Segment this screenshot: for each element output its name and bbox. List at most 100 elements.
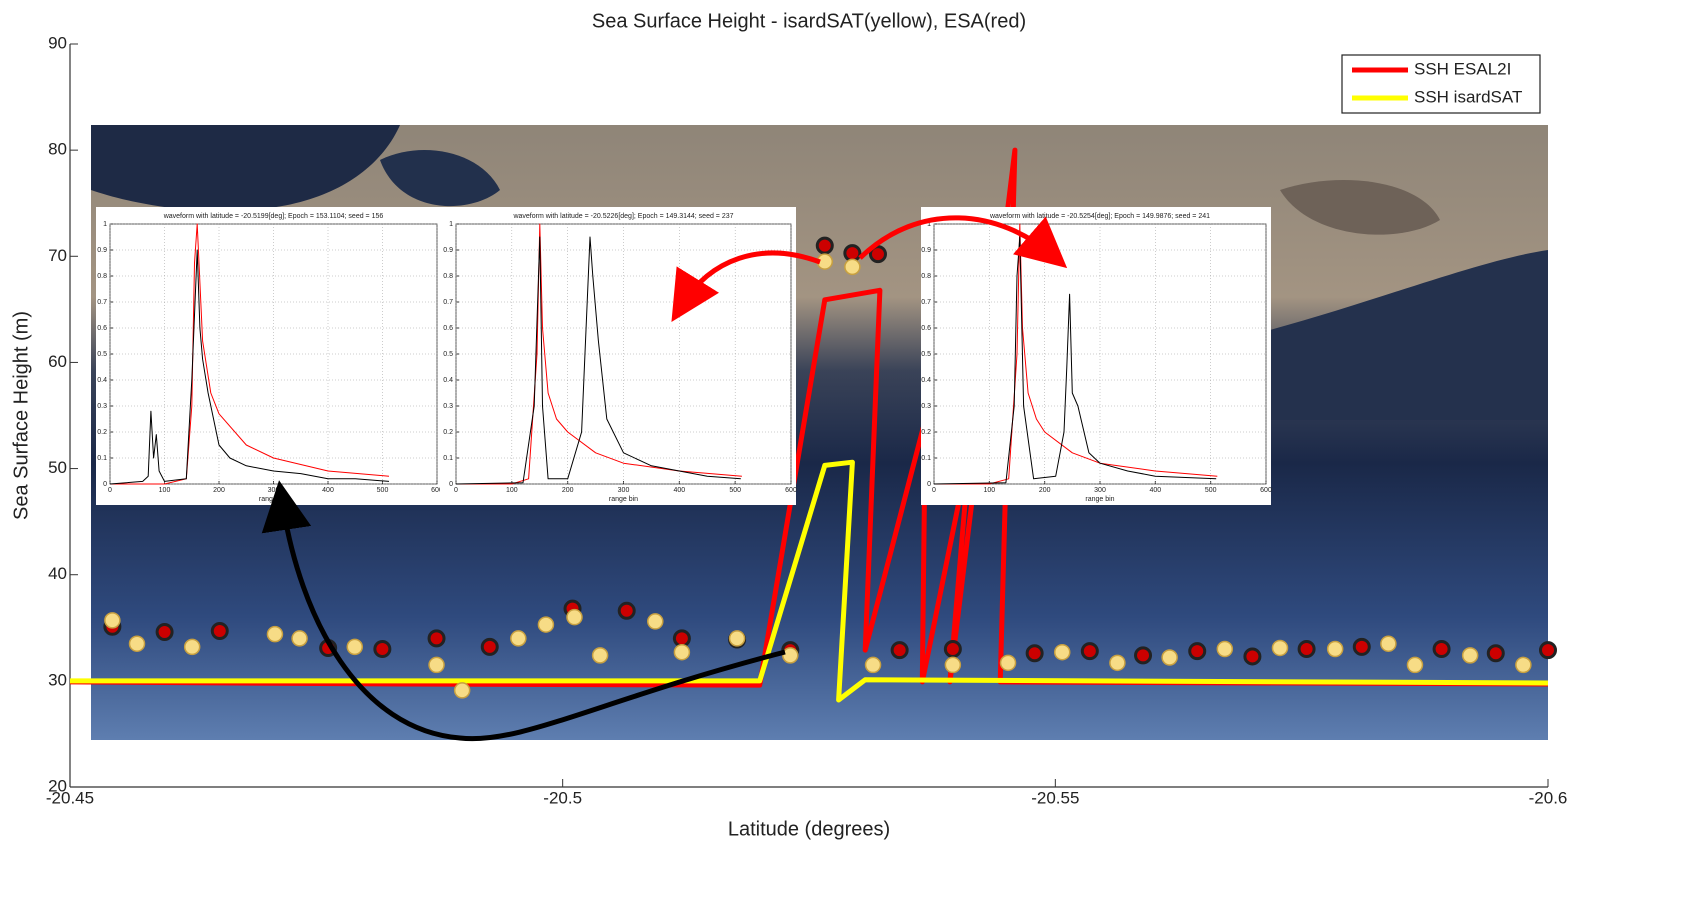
- point: [844, 258, 861, 276]
- chart-title: Sea Surface Height - isardSAT(yellow), E…: [592, 10, 1026, 32]
- red-arrow: [858, 215, 1068, 269]
- x-tick-label: -20.6: [1529, 788, 1568, 807]
- point: [944, 656, 962, 674]
- point: [843, 244, 862, 263]
- x-tick-label: 0: [454, 487, 458, 494]
- point: [104, 612, 121, 629]
- x-tick-label: 600: [431, 487, 443, 494]
- annotation-arrows: [261, 215, 1068, 742]
- chart-title: waveform with latitude = -20.5254[deg]; …: [989, 213, 1210, 220]
- point: [1053, 643, 1071, 661]
- point: [1352, 637, 1371, 656]
- y-tick-label: 0.9: [443, 247, 453, 254]
- point: [868, 245, 887, 264]
- point: [1271, 639, 1289, 657]
- y-tick-label: 70: [48, 246, 67, 265]
- point: [183, 638, 201, 656]
- inset-chart: 0 0.1 0.2 0.3 0.4 0.5 0.6 0.7 0.8 0.9 1 0 100 200 300 4…: [921, 207, 1272, 505]
- series-line: [109, 249, 390, 485]
- x-tick-label: 100: [983, 487, 995, 494]
- point: [1243, 647, 1262, 666]
- y-tick-label: 0: [103, 481, 107, 488]
- point: [1109, 654, 1126, 672]
- point: [373, 640, 392, 659]
- y-tick-label: 0.2: [443, 429, 453, 436]
- point: [943, 640, 962, 659]
- x-tick-label: 300: [618, 487, 630, 494]
- point: [673, 643, 691, 661]
- y-tick-label: 0.4: [97, 377, 107, 384]
- series-line: [456, 223, 742, 485]
- y-tick-label: 1: [927, 221, 931, 228]
- x-tick-label: -20.45: [46, 788, 94, 807]
- point: [1161, 649, 1178, 666]
- y-tick-label: 0.8: [97, 273, 107, 280]
- y-tick-label: 30: [48, 670, 67, 689]
- y-tick-label: 0.5: [97, 351, 107, 358]
- chart-title: waveform with latitude = -20.5199[deg]; …: [163, 213, 384, 220]
- y-tick-label: 0.7: [443, 299, 453, 306]
- legend-label: SSH ESAL2I: [1414, 59, 1511, 78]
- y-axis-label: Sea Surface Height (m): [10, 311, 32, 520]
- y-tick-label: 0.7: [921, 299, 931, 306]
- point: [1461, 647, 1479, 664]
- series-line: [933, 236, 1217, 485]
- x-tick-label: 0: [932, 487, 936, 494]
- y-tick-label: 1: [449, 221, 453, 228]
- y-tick-label: 0.1: [97, 455, 107, 462]
- x-tick-label: 600: [785, 487, 797, 494]
- x-axis-label: range bin: [609, 496, 638, 503]
- y-tick-label: 0.6: [97, 325, 107, 332]
- x-tick-label: 100: [159, 487, 171, 494]
- main-layer: 20 30 40 50 60 70 80 90 -20.45 -20.5 -20.55 -20.6 Se…: [10, 10, 1567, 840]
- y-tick-label: 0: [449, 481, 453, 488]
- point: [155, 623, 174, 642]
- x-tick-label: 300: [268, 487, 280, 494]
- y-tick-label: 0.6: [921, 325, 931, 332]
- y-tick-label: 50: [48, 458, 67, 477]
- point: [346, 638, 364, 656]
- x-tick-label: 500: [1205, 487, 1217, 494]
- y-tick-label: 0.1: [921, 455, 931, 462]
- y-tick-label: 0.9: [921, 247, 931, 254]
- point: [1025, 644, 1044, 663]
- y-tick-label: 60: [48, 352, 67, 371]
- x-tick-label: 400: [322, 487, 334, 494]
- x-tick-label: 200: [1039, 487, 1051, 494]
- y-tick-label: 0.7: [97, 299, 107, 306]
- y-tick-label: 0.2: [97, 429, 107, 436]
- y-tick-label: 0.5: [443, 351, 453, 358]
- point: [510, 630, 527, 647]
- point: [1297, 640, 1316, 659]
- inset-chart: 0 0.1 0.2 0.3 0.4 0.5 0.6 0.7 0.8 0.9 1 0 100 200 300 4…: [96, 207, 443, 505]
- point: [999, 654, 1017, 672]
- y-tick-label: 0.3: [921, 403, 931, 410]
- point: [815, 236, 834, 255]
- point: [291, 630, 308, 647]
- x-tick-label: 500: [377, 487, 389, 494]
- x-tick-label: 600: [1260, 487, 1272, 494]
- inset-layer: 00.10.20.30.40.50.60.70.80.910 100 200 300 4…: [96, 207, 1272, 505]
- x-tick-label: 200: [213, 487, 225, 494]
- point: [591, 647, 609, 664]
- point: [672, 629, 691, 648]
- point: [427, 629, 446, 648]
- x-tick-label: 500: [729, 487, 741, 494]
- point: [480, 637, 499, 656]
- point: [1539, 641, 1557, 660]
- legend-layer: SSH ESAL2I SSH isardSAT: [1341, 54, 1541, 114]
- land-patch: [1280, 180, 1440, 235]
- y-tick-label: 0.5: [921, 351, 931, 358]
- black-arrow: [261, 480, 786, 742]
- inset-chart: 0 0.1 0.2 0.3 0.4 0.5 0.6 0.7 0.8 0.9 1 0 100 200 300 4…: [440, 207, 797, 505]
- inset-background: [921, 207, 1271, 505]
- point: [1486, 644, 1505, 663]
- point: [453, 682, 471, 699]
- chart-title: waveform with latitude = -20.5226[deg]; …: [512, 213, 733, 220]
- sea-patch: [380, 150, 500, 207]
- x-tick-label: 300: [1094, 487, 1106, 494]
- legend-label: SSH isardSAT: [1414, 87, 1522, 106]
- point: [428, 656, 445, 674]
- point: [1380, 635, 1397, 652]
